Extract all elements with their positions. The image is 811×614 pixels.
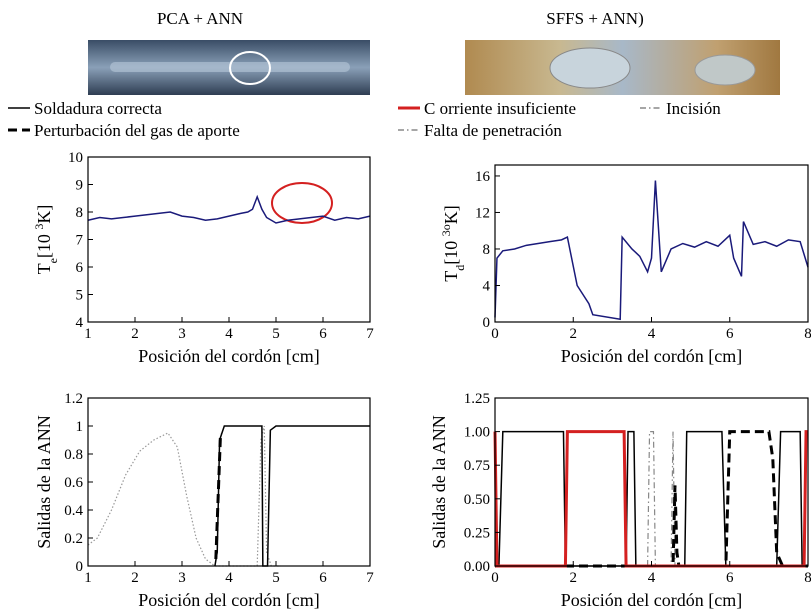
y-tick-label: 0.6 xyxy=(64,475,83,491)
y-tick-label: 0.75 xyxy=(464,458,490,474)
y-axis-title: Salidas de la ANN xyxy=(429,415,449,548)
x-axis-title: Posición del cordón [cm] xyxy=(561,346,742,366)
y-axis-title-part: d xyxy=(453,265,467,271)
x-tick-label: 7 xyxy=(366,570,374,586)
y-tick-label: 4 xyxy=(76,315,84,331)
series-line xyxy=(494,180,809,321)
y-tick-label: 0 xyxy=(483,315,491,331)
plot-frame xyxy=(87,156,371,323)
series-line xyxy=(495,430,808,568)
y-axis-title-part: T xyxy=(34,263,54,274)
x-tick-label: 3 xyxy=(178,326,186,342)
y-axis-title: Td[10 3oK] xyxy=(439,205,467,282)
y-tick-label: 10 xyxy=(68,150,83,166)
column-title: SFFS + ANN) xyxy=(546,9,643,28)
y-tick-label: 0 xyxy=(76,559,84,575)
y-tick-label: 7 xyxy=(76,233,84,249)
series-line xyxy=(87,194,371,224)
x-tick-label: 4 xyxy=(225,570,233,586)
y-tick-label: 0.50 xyxy=(464,492,490,508)
annotation-circle xyxy=(271,182,333,224)
y-axis-title-part: K] xyxy=(34,205,54,224)
x-axis-title: Posición del cordón [cm] xyxy=(561,590,742,610)
weld-pool xyxy=(694,54,756,86)
legend-label: Perturbación del gas de aporte xyxy=(34,121,240,140)
x-tick-label: 6 xyxy=(726,570,734,586)
series-line xyxy=(87,425,281,567)
x-tick-label: 1 xyxy=(84,326,92,342)
x-tick-label: 6 xyxy=(319,326,327,342)
y-tick-label: 4 xyxy=(483,278,491,294)
x-tick-label: 7 xyxy=(366,326,374,342)
series-line xyxy=(214,425,370,567)
y-axis-title-part: e xyxy=(46,258,60,263)
y-axis-title: Te[10 3K] xyxy=(32,205,60,275)
y-tick-label: 0.25 xyxy=(464,525,490,541)
x-tick-label: 5 xyxy=(272,326,280,342)
y-axis-title-part: 3 xyxy=(32,224,46,230)
y-tick-label: 1.00 xyxy=(464,425,490,441)
x-tick-label: 8 xyxy=(804,326,811,342)
x-tick-label: 5 xyxy=(272,570,280,586)
y-axis-title-part: [10 xyxy=(34,230,54,259)
legend-label: Incisión xyxy=(666,99,721,118)
x-tick-label: 2 xyxy=(570,326,578,342)
y-tick-label: 0.4 xyxy=(64,503,83,519)
legend: Soldadura correcta Perturbación del gas d… xyxy=(8,99,721,140)
series-line xyxy=(493,430,808,568)
x-tick-label: 0 xyxy=(491,326,499,342)
legend-label: Falta de penetración xyxy=(424,121,562,140)
legend-label: C orriente insuficiente xyxy=(424,99,576,118)
y-tick-label: 16 xyxy=(475,169,491,185)
x-tick-label: 2 xyxy=(131,326,139,342)
legend-label: Soldadura correcta xyxy=(34,99,162,118)
x-axis-title: Posición del cordón [cm] xyxy=(138,346,319,366)
plot-frame xyxy=(87,397,371,567)
y-axis-title-part: T xyxy=(441,271,461,282)
x-tick-label: 8 xyxy=(804,570,811,586)
x-tick-label: 4 xyxy=(648,326,656,342)
y-tick-label: 8 xyxy=(76,205,84,221)
photo-circle xyxy=(229,51,271,85)
x-tick-label: 4 xyxy=(648,570,656,586)
y-axis-title: Salidas de la ANN xyxy=(34,415,54,548)
x-tick-label: 2 xyxy=(570,570,578,586)
y-tick-label: 0.00 xyxy=(464,559,490,575)
x-tick-label: 1 xyxy=(84,570,92,586)
series-line xyxy=(646,431,676,567)
y-axis-title-part: K] xyxy=(441,205,461,224)
x-axis-title: Posición del cordón [cm] xyxy=(138,590,319,610)
y-tick-label: 12 xyxy=(475,205,490,221)
weld-pool xyxy=(549,47,631,89)
x-tick-label: 4 xyxy=(225,326,233,342)
y-tick-label: 5 xyxy=(76,288,84,304)
y-axis-title-part: Salidas de la ANN xyxy=(429,415,449,548)
x-tick-label: 6 xyxy=(319,570,327,586)
y-tick-label: 6 xyxy=(76,260,84,276)
x-tick-label: 2 xyxy=(131,570,139,586)
y-tick-label: 1.2 xyxy=(64,391,83,407)
x-tick-label: 6 xyxy=(726,326,734,342)
y-tick-label: 1 xyxy=(76,419,84,435)
y-axis-title-part: Salidas de la ANN xyxy=(34,415,54,548)
y-axis-title-part: o xyxy=(439,224,453,230)
y-tick-label: 1.25 xyxy=(464,391,490,407)
plot-frame xyxy=(494,397,809,567)
series-line xyxy=(214,432,223,560)
series-line xyxy=(495,430,808,567)
x-tick-label: 3 xyxy=(178,570,186,586)
y-tick-label: 0.8 xyxy=(64,447,83,463)
y-tick-label: 9 xyxy=(76,178,84,194)
column-title: PCA + ANN xyxy=(157,9,243,28)
y-axis-title-part: 3 xyxy=(439,230,453,236)
y-tick-label: 0.2 xyxy=(64,531,83,547)
x-tick-label: 0 xyxy=(491,570,499,586)
y-axis-title-part: [10 xyxy=(441,236,461,265)
y-tick-label: 8 xyxy=(483,242,491,258)
